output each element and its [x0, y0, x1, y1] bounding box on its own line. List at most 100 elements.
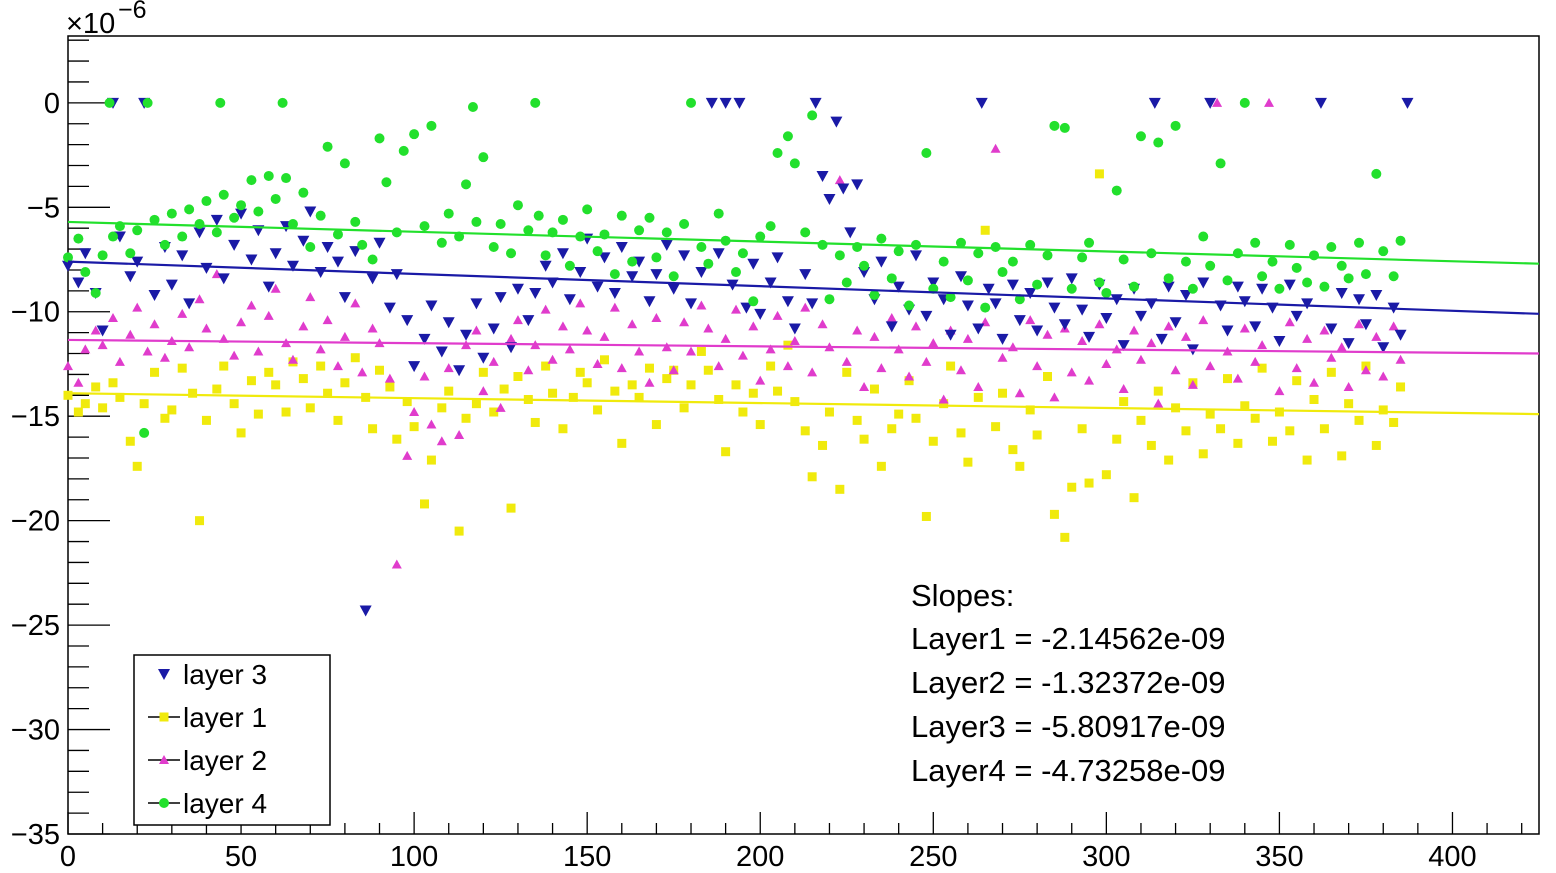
data-point-layer2 — [748, 321, 759, 331]
data-point-layer4 — [467, 102, 478, 113]
data-point-layer2 — [1146, 338, 1157, 348]
data-point-layer1 — [1164, 455, 1174, 465]
data-point-layer1 — [350, 353, 360, 363]
data-point-layer2 — [287, 354, 298, 364]
data-point-layer1 — [1274, 407, 1284, 417]
data-point-layer2 — [1274, 386, 1285, 396]
data-point-layer4 — [506, 248, 517, 259]
data-point-layer4 — [166, 208, 177, 219]
data-point-layer4 — [962, 275, 973, 286]
data-point-layer1 — [852, 415, 862, 425]
data-point-layer2 — [97, 340, 108, 350]
data-point-layer4 — [97, 250, 108, 261]
data-point-layer3 — [678, 250, 691, 262]
data-point-layer2 — [367, 323, 378, 333]
axis-ticks — [67, 39, 1523, 835]
data-point-layer3 — [470, 298, 483, 310]
data-point-layer1 — [409, 422, 419, 432]
data-point-layer1 — [696, 346, 706, 356]
data-point-layer2 — [1135, 354, 1146, 364]
data-point-layer3 — [314, 267, 327, 279]
data-point-layer2 — [419, 371, 430, 381]
data-point-layer4 — [1077, 252, 1088, 263]
data-point-layer2 — [1205, 361, 1216, 371]
fit-lines — [67, 220, 1540, 416]
data-point-layer3 — [408, 361, 421, 373]
data-point-layer2 — [789, 335, 800, 345]
data-point-layer4 — [661, 227, 672, 238]
data-point-layer3 — [494, 292, 507, 304]
data-point-layer4 — [1205, 260, 1216, 271]
data-point-layer2 — [1032, 361, 1043, 371]
data-point-layer3 — [401, 315, 414, 327]
data-point-layer4 — [893, 246, 904, 257]
data-point-layer2 — [1336, 342, 1347, 352]
data-point-layer4 — [277, 97, 288, 108]
data-point-layer2 — [547, 354, 558, 364]
data-point-layer1 — [1129, 493, 1139, 503]
data-point-layer3 — [1290, 310, 1303, 322]
legend-entry: layer 3 — [158, 659, 267, 690]
data-point-layer3 — [359, 605, 372, 617]
data-point-layer3 — [1148, 97, 1161, 109]
data-point-layer1 — [991, 422, 1001, 432]
data-point-layer1 — [859, 434, 869, 444]
data-point-layer4 — [1284, 239, 1295, 250]
data-point-layer4 — [471, 216, 482, 227]
data-point-layer2 — [731, 304, 742, 314]
data-point-layer2 — [661, 342, 672, 352]
data-point-layer2 — [686, 346, 697, 356]
data-point-layer2 — [63, 361, 73, 371]
slope-layer3: Layer3 = -5.80917e-09 — [911, 709, 1226, 744]
data-point-layer4 — [1302, 277, 1313, 288]
data-point-layer2 — [391, 559, 402, 569]
data-point-layer1 — [662, 374, 672, 384]
data-point-layer4 — [419, 221, 430, 232]
data-point-layer2 — [634, 346, 645, 356]
data-point-layer1 — [807, 472, 817, 482]
data-point-layer4 — [426, 120, 437, 131]
data-point-layer1 — [1216, 424, 1226, 434]
data-point-layer3 — [124, 271, 137, 283]
data-point-layer3 — [975, 97, 988, 109]
data-point-layer1 — [773, 386, 783, 396]
data-point-layer3 — [712, 248, 725, 260]
data-point-layer4 — [755, 231, 766, 242]
data-point-layer1 — [1181, 426, 1191, 436]
data-point-layer1 — [1008, 445, 1018, 455]
legend-marker — [159, 712, 169, 722]
data-point-layer2 — [1239, 323, 1250, 333]
y-tick-label: −35 — [11, 819, 60, 851]
data-point-layer3 — [608, 287, 621, 299]
data-point-layer4 — [1395, 235, 1406, 246]
data-point-layer4 — [201, 196, 212, 207]
data-point-layer1 — [1309, 394, 1319, 404]
data-point-layer2 — [886, 313, 897, 323]
data-point-layer4 — [904, 300, 915, 311]
data-point-layer1 — [644, 363, 654, 373]
fit-line-layer4 — [67, 220, 1540, 265]
data-point-layer3 — [193, 227, 206, 239]
data-point-layer2 — [1302, 333, 1313, 343]
data-point-layer2 — [159, 352, 170, 362]
data-point-layer4 — [512, 200, 523, 211]
data-point-layer3 — [79, 248, 92, 260]
data-point-layer2 — [409, 407, 420, 417]
data-point-layer4 — [488, 241, 499, 252]
data-point-layer1 — [1292, 376, 1302, 386]
data-point-layer2 — [1371, 331, 1382, 341]
data-point-layer1 — [686, 380, 696, 390]
data-point-layer4 — [159, 239, 170, 250]
data-point-layer4 — [910, 239, 921, 250]
data-point-layer2 — [904, 371, 915, 381]
data-point-layer3 — [685, 298, 698, 310]
data-point-layer2 — [1094, 319, 1105, 329]
data-point-layer2 — [125, 329, 136, 339]
data-point-layer4 — [478, 152, 489, 163]
x-tick-label: 200 — [736, 841, 784, 873]
data-point-layer3 — [1231, 281, 1244, 293]
data-point-layer4 — [731, 267, 742, 278]
data-point-layer2 — [426, 419, 437, 429]
data-point-layer4 — [107, 231, 118, 242]
data-point-layer4 — [876, 233, 887, 244]
